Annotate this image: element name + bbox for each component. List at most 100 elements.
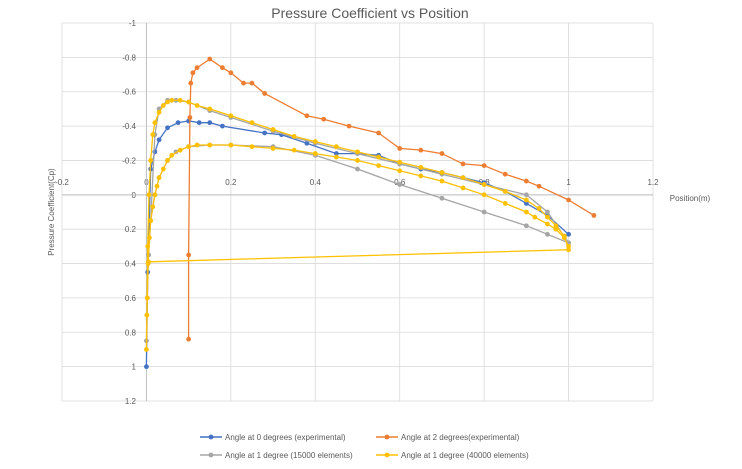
data-point — [152, 149, 158, 155]
y-tick-label: -0.8 — [122, 53, 136, 62]
data-point — [536, 183, 542, 189]
legend-label: Angle at 1 degree (40000 elements) — [401, 451, 529, 460]
data-point — [523, 223, 529, 229]
chart-title: Pressure Coefficient vs Position — [271, 5, 468, 21]
x-tick-label: -0.2 — [55, 178, 69, 187]
data-point — [355, 166, 360, 172]
data-point — [355, 158, 360, 163]
data-point — [418, 173, 424, 179]
data-point — [228, 70, 234, 76]
data-point — [502, 188, 508, 194]
legend-marker — [208, 434, 214, 440]
series-group — [144, 56, 597, 370]
series-4 — [144, 97, 571, 352]
data-point — [144, 347, 149, 352]
data-point — [228, 142, 234, 148]
data-point — [545, 214, 550, 220]
data-point — [152, 120, 158, 126]
data-point — [249, 144, 255, 150]
data-point — [144, 295, 150, 301]
data-point — [194, 65, 200, 71]
data-point — [169, 152, 175, 158]
data-point — [502, 171, 508, 177]
data-point — [532, 214, 538, 220]
data-point — [262, 91, 268, 96]
y-axis-title: Pressure Coefficient(Cp) — [47, 168, 56, 256]
data-point — [186, 144, 192, 150]
data-point — [523, 209, 529, 215]
data-point — [207, 142, 213, 148]
data-point — [144, 312, 150, 318]
data-point — [460, 175, 466, 181]
data-point — [207, 106, 213, 112]
data-point — [228, 113, 234, 119]
y-tick-label: -0.2 — [122, 156, 136, 165]
legend-marker — [384, 452, 390, 458]
data-point — [561, 233, 567, 239]
data-point — [397, 159, 403, 165]
data-point — [545, 209, 550, 215]
data-point — [376, 163, 382, 169]
x-axis-title: Position(m) — [670, 194, 711, 203]
data-point — [144, 364, 149, 370]
data-point — [165, 99, 170, 105]
data-point — [146, 192, 152, 198]
data-point — [333, 154, 339, 160]
data-point — [439, 170, 445, 175]
data-point — [175, 120, 181, 126]
data-point — [502, 201, 508, 206]
series-line — [145, 120, 570, 367]
data-point — [270, 146, 276, 151]
y-tick-label: 1 — [132, 363, 137, 372]
data-point — [186, 252, 192, 258]
x-tick-label: 1.2 — [647, 178, 659, 187]
data-point — [376, 130, 382, 136]
data-point — [146, 235, 152, 241]
data-point — [291, 134, 297, 139]
data-point — [190, 70, 196, 76]
legend-item: Angle at 0 degrees (experimental) — [200, 433, 346, 442]
data-point — [156, 175, 162, 181]
data-point — [194, 142, 200, 148]
data-point — [194, 103, 200, 108]
data-point — [536, 206, 542, 211]
data-point — [150, 132, 156, 138]
data-point — [154, 183, 160, 189]
legend-marker — [208, 452, 214, 458]
legend-label: Angle at 2 degrees(experimental) — [401, 433, 520, 442]
data-point — [152, 192, 158, 198]
y-tick-label: 0.2 — [125, 225, 137, 234]
y-tick-label: 0.8 — [125, 328, 137, 337]
legend-marker — [384, 434, 390, 440]
data-point — [177, 97, 183, 103]
data-point — [146, 259, 151, 265]
data-point — [333, 151, 339, 156]
data-point — [165, 158, 170, 163]
y-tick-label: -1 — [129, 19, 137, 28]
y-tick-label: 1.2 — [125, 397, 137, 406]
data-point — [156, 137, 162, 143]
data-point — [321, 116, 327, 122]
data-point — [169, 97, 175, 103]
data-point — [249, 80, 255, 86]
legend-label: Angle at 0 degrees (experimental) — [225, 433, 346, 442]
data-point — [481, 192, 487, 198]
data-point — [523, 178, 529, 184]
data-point — [333, 144, 339, 150]
data-point — [196, 120, 202, 126]
data-point — [591, 213, 597, 218]
data-point — [312, 151, 318, 156]
data-point — [150, 204, 156, 210]
data-point — [439, 195, 445, 201]
legend-item: Angle at 2 degrees(experimental) — [376, 433, 520, 442]
data-point — [312, 139, 318, 144]
data-point — [186, 99, 192, 105]
data-point — [553, 223, 559, 229]
y-tick-label: 0.6 — [125, 294, 137, 303]
legend-item: Angle at 1 degree (40000 elements) — [376, 451, 529, 460]
data-point — [397, 146, 403, 151]
data-point — [148, 218, 154, 223]
data-point — [160, 166, 166, 172]
y-tick-label: -0.6 — [122, 88, 136, 97]
